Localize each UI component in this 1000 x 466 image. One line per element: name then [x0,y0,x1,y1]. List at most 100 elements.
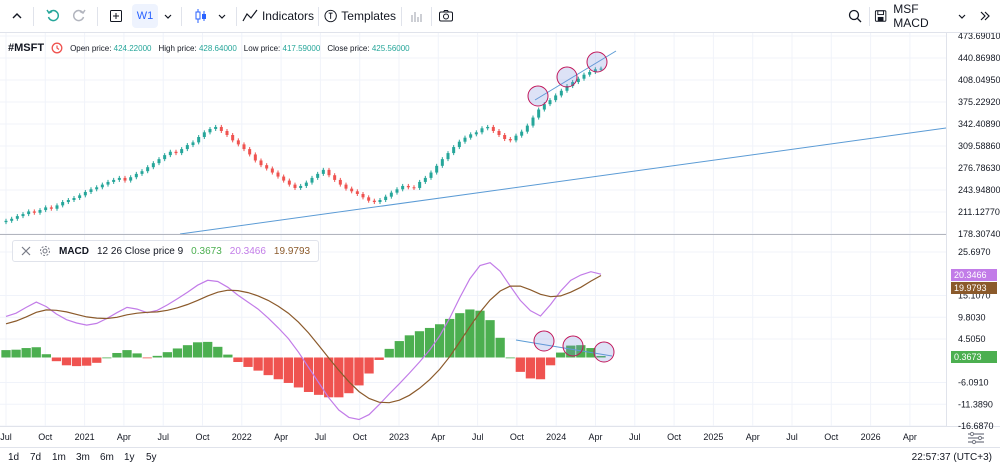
candle-body [265,165,269,169]
candle-body [554,95,558,101]
price-candle [508,137,512,143]
price-candle [197,134,201,145]
divider [401,7,402,26]
range-3m[interactable]: 3m [76,452,90,463]
candle-body [66,200,70,203]
indicators-button[interactable]: Indicators [242,4,314,28]
price-candle [480,126,484,135]
candle-body [55,205,59,209]
support-trendline[interactable] [179,127,947,235]
candle-body [599,68,603,70]
macd-highlight-circle[interactable] [593,341,615,363]
price-candle [372,198,376,205]
collapse-chevron-icon[interactable] [6,4,28,28]
price-candle [287,178,291,187]
symbol-name[interactable]: #MSFT [8,42,45,54]
redo-icon[interactable] [68,4,90,28]
macd-tick-label: -16.6870 [958,421,994,431]
close-icon[interactable] [21,246,31,256]
indicators-label: Indicators [261,9,314,23]
macd-histogram-bar [243,357,253,367]
range-5y[interactable]: 5y [146,452,157,463]
candle-body [185,145,189,150]
layout-dropdown-icon[interactable] [955,4,969,28]
top-toolbar: W1 Indicators Templates MSF MACD [0,0,1000,33]
macd-histogram-bar [213,346,223,358]
macd-histogram-bar [556,352,566,358]
price-candle [129,175,133,183]
channel-trendline[interactable] [534,50,617,101]
candle-body [548,100,552,105]
candle-body [429,172,433,178]
macd-histogram-bar [475,310,485,358]
price-candle [55,203,59,211]
price-candle [350,186,354,194]
price-candle [4,218,8,225]
range-7d[interactable]: 7d [30,452,42,463]
macd-highlight-circle[interactable] [562,335,584,357]
candles-chart-type-icon[interactable] [190,4,212,28]
price-candle [457,139,461,150]
time-axis-settings-icon[interactable] [968,431,984,445]
templates-label: Templates [341,9,396,23]
clock-alarm-icon[interactable] [51,42,63,54]
candle-body [151,163,155,168]
compare-icon[interactable] [405,4,427,28]
price-candle [49,205,53,211]
price-candle [576,76,580,85]
candle-body [299,185,303,188]
candle-body [423,177,427,182]
candle-body [401,185,405,190]
range-1d[interactable]: 1d [8,452,20,463]
time-tick-label: Jul [0,432,12,442]
layout-selector-button[interactable]: MSF MACD [874,2,954,30]
signal-line-marker: 19.9793 [951,282,997,294]
open-price-value: 424.22000 [113,43,152,53]
chart-type-dropdown-icon[interactable] [214,4,230,28]
price-candle [446,151,450,162]
templates-button[interactable]: Templates [324,4,396,28]
candle-body [310,177,314,183]
candle-body [474,132,478,135]
search-icon[interactable] [844,4,866,28]
price-candle [123,175,127,183]
macd-trendline[interactable] [515,339,613,357]
candle-body [389,192,393,197]
highlight-circle[interactable] [527,85,549,107]
price-candle [559,88,563,98]
macd-highlight-circle[interactable] [533,330,555,352]
gear-icon[interactable] [39,245,51,257]
candle-body [95,187,99,190]
interval-dropdown-icon[interactable] [160,4,176,28]
macd-histogram-bar [102,357,112,359]
range-6m[interactable]: 6m [100,452,114,463]
candle-body [452,147,456,154]
range-1y[interactable]: 1y [124,452,135,463]
highlight-circle[interactable] [556,66,578,88]
undo-icon[interactable] [42,4,64,28]
interval-button[interactable]: W1 [132,4,158,28]
screenshot-camera-icon[interactable] [435,4,457,28]
macd-line [5,262,602,421]
candle-body [571,82,575,87]
price-tick-label: 375.22920 [958,97,1000,107]
candle-body [117,177,121,180]
candle-body [559,90,563,96]
price-candle [202,130,206,140]
collapse-panel-icon[interactable] [973,4,995,28]
price-candle [548,98,552,107]
price-candle [15,214,19,221]
price-candle [163,153,167,162]
clock[interactable]: 22:57:37 (UTC+3) [911,452,992,463]
candle-body [89,189,93,192]
add-symbol-icon[interactable] [105,4,127,28]
price-candle [117,175,121,182]
range-1m[interactable]: 1m [52,452,66,463]
price-candle [293,182,297,190]
macd-histogram-bar [596,355,606,358]
candle-body [61,202,65,206]
save-disk-icon [874,10,887,22]
highlight-circle[interactable] [586,51,608,73]
price-candle [151,161,155,170]
candle-body [321,169,325,174]
